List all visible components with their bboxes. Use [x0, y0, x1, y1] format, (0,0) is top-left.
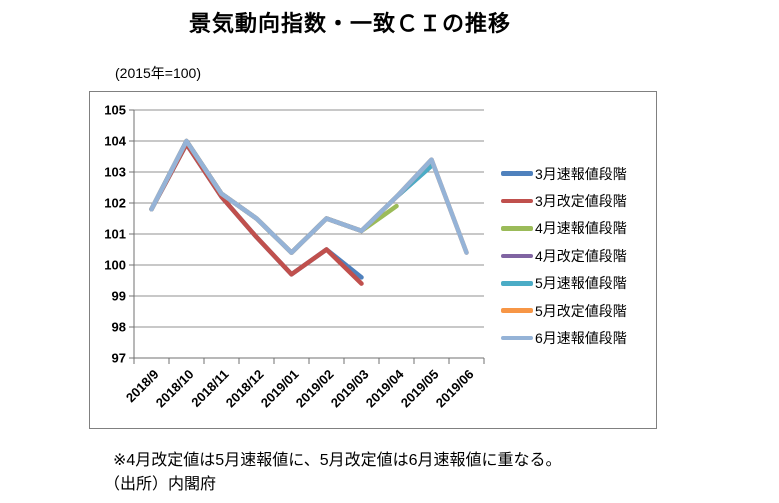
x-axis-label: 2019/05	[398, 367, 442, 411]
legend-line-swatch	[501, 171, 533, 176]
y-axis-label: 103	[104, 165, 126, 180]
legend-line-swatch	[501, 198, 533, 204]
axis-unit-note: (2015年=100)	[115, 65, 202, 81]
y-axis-label: 102	[104, 196, 126, 211]
legend-label: 4月速報値段階	[535, 220, 627, 237]
x-axis-label: 2018/12	[223, 367, 267, 411]
legend-line-swatch	[501, 335, 533, 341]
y-axis-label: 99	[112, 289, 126, 304]
legend-label: 6月速報値段階	[535, 330, 627, 347]
x-axis-label: 2019/01	[258, 367, 302, 411]
y-axis-label: 97	[112, 351, 126, 366]
chart-svg: 9798991001011021031041052018/92018/10201…	[104, 103, 485, 411]
legend-item: 4月改定値段階	[501, 242, 627, 269]
series-line-6月速報値段階	[149, 138, 469, 255]
y-axis-label: 98	[112, 320, 126, 335]
legend-item: 5月改定値段階	[501, 297, 627, 324]
legend-label: 3月速報値段階	[535, 165, 627, 182]
x-axis-label: 2019/03	[328, 367, 372, 411]
y-axis-label: 100	[104, 258, 126, 273]
series-line-3月改定値段階	[149, 141, 364, 286]
legend-item: 6月速報値段階	[501, 324, 627, 351]
legend-item: 5月速報値段階	[501, 270, 627, 297]
footnote-source: （出所）内閣府	[104, 476, 217, 493]
y-axis-label: 105	[104, 103, 126, 118]
legend-line-swatch	[501, 308, 533, 313]
x-axis-label: 2018/10	[153, 367, 197, 411]
x-axis-label: 2019/06	[433, 367, 477, 411]
footnote-overlap-note: ※4月改定値は5月速報値に、5月改定値は6月速報値に重なる。	[113, 452, 562, 469]
legend-label: 5月速報値段階	[535, 275, 627, 292]
chart-frame: 97 98 99 100 101 102 103 104 105 2018/9 2018/10 201…	[89, 91, 657, 429]
legend-line-swatch	[501, 253, 533, 259]
legend-label: 5月改定値段階	[535, 302, 627, 319]
legend-label: 3月改定値段階	[535, 193, 627, 210]
legend-line-swatch	[501, 226, 533, 231]
page-title: 景気動向指数・一致ＣＩの推移	[188, 11, 511, 36]
legend-item: 4月速報値段階	[501, 215, 627, 242]
legend-label: 4月改定値段階	[535, 247, 627, 264]
x-axis-label: 2019/02	[293, 367, 337, 411]
series-line-3月速報値段階	[149, 141, 364, 280]
legend-line-swatch	[501, 281, 533, 286]
chart-legend: 3月速報値段階 3月改定値段階 4月速報値段階 4月改定値段階 5月速報値段階 …	[501, 160, 627, 352]
y-axis-label: 104	[104, 134, 126, 149]
legend-item: 3月速報値段階	[501, 160, 627, 187]
y-axis-label: 101	[104, 227, 126, 242]
legend-item: 3月改定値段階	[501, 187, 627, 214]
